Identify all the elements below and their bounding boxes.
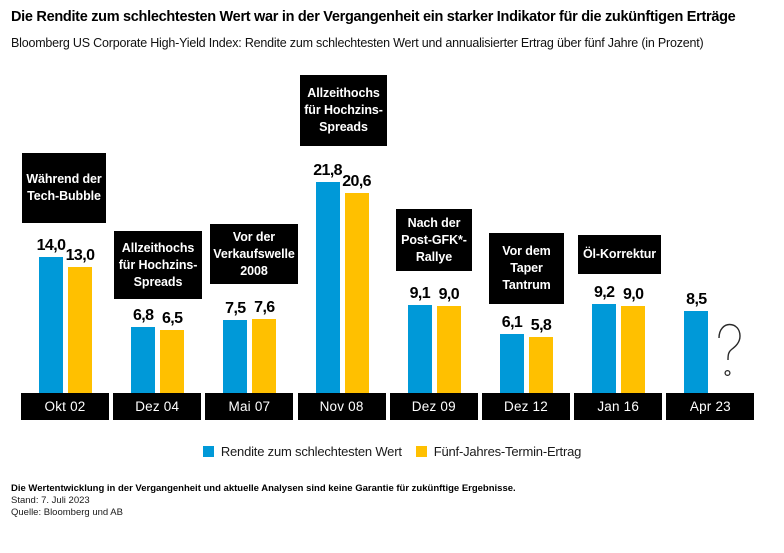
x-axis-label: Dez 09 <box>389 393 478 420</box>
bar-value-label: 8,5 <box>686 291 707 308</box>
bar-value-label: 7,6 <box>254 299 275 316</box>
annotation-line: Taper <box>510 261 543 275</box>
bar-value-label: 21,8 <box>313 162 342 179</box>
footer-disclaimer: Die Wertentwicklung in der Vergangenheit… <box>11 483 516 494</box>
bar-value-label: 20,6 <box>342 173 371 190</box>
annotation-line: Allzeithochs <box>121 240 195 255</box>
bar-value-label: 9,0 <box>622 286 644 303</box>
annotation-line: Spreads <box>133 274 183 289</box>
bar-value-label: 14,0 <box>36 237 66 254</box>
bar-rendite <box>315 182 340 393</box>
x-axis-label: Okt 02 <box>21 393 109 420</box>
x-axis-label: Dez 12 <box>482 393 570 420</box>
legend-swatch-icon <box>415 446 427 457</box>
annotation-line: 2008 <box>240 263 268 278</box>
annotation-line: für Hochzins- <box>304 103 383 117</box>
bar-chart: Okt 02 14,0 13,0 Dez 04 6,8 6,5 Mai 07 7,5 7,6 No… <box>21 75 755 420</box>
legend-item-ertrag: Fünf-Jahres-Termin-Ertrag <box>415 444 582 459</box>
annotation-box: Öl-Korrektur <box>578 235 661 274</box>
legend-label: Rendite zum schlechtesten Wert <box>220 444 402 459</box>
page-subtitle: Bloomberg US Corporate High-Yield Index:… <box>11 36 704 50</box>
question-mark-icon <box>715 322 743 384</box>
bar-rendite <box>39 257 63 393</box>
x-axis-label: Jan 16 <box>574 393 663 420</box>
bar-ertrag <box>252 319 277 393</box>
annotation-line: Rallye <box>415 249 453 264</box>
bar-ertrag <box>529 337 553 393</box>
annotation-line: Post-GFK*- <box>401 232 467 247</box>
bar-rendite <box>131 327 156 393</box>
annotation-line: Tantrum <box>502 278 551 292</box>
x-axis-label: Dez 04 <box>113 393 202 420</box>
annotation-line: Vor dem <box>502 244 551 258</box>
chart-legend: Rendite zum schlechtesten Wert Fünf-Jahre… <box>0 444 784 459</box>
x-axis-label: Mai 07 <box>205 393 294 420</box>
bar-ertrag <box>160 330 185 393</box>
annotation-line: Verkaufswelle <box>213 246 295 261</box>
bar-value-label: 13,0 <box>65 247 95 264</box>
x-axis-label: Nov 08 <box>297 393 386 420</box>
bar-value-label: 5,8 <box>530 317 552 334</box>
bar-value-label: 7,5 <box>225 300 246 317</box>
footer-as-of-date: Stand: 7. Juli 2023 <box>11 495 90 506</box>
bar-ertrag <box>344 193 369 393</box>
annotation-line: Spreads <box>319 120 368 134</box>
annotation-line: Öl-Korrektur <box>582 247 657 261</box>
bar-value-label: 9,0 <box>438 286 460 303</box>
bar-value-label: 6,1 <box>501 314 523 331</box>
footer-source: Quelle: Bloomberg und AB <box>11 507 123 518</box>
footer: Die Wertentwicklung in der Vergangenheit… <box>11 483 516 519</box>
annotation-box: Während der Tech-Bubble <box>22 153 106 223</box>
bar-rendite <box>407 305 432 393</box>
page-title: Die Rendite zum schlechtesten Wert war i… <box>11 9 736 25</box>
bar-ertrag <box>68 267 92 393</box>
bar-value-label: 9,2 <box>593 284 615 301</box>
annotation-box: Nach der Post-GFK*- Rallye <box>396 209 472 271</box>
annotation-box: Allzeithochs für Hochzins- Spreads <box>114 231 202 299</box>
bar-rendite <box>223 320 248 393</box>
annotation-box: Vor der Verkaufswelle 2008 <box>210 224 298 284</box>
legend-swatch-icon <box>202 446 214 457</box>
annotation-box: Allzeithochs für Hochzins- Spreads <box>300 75 387 146</box>
bar-value-label: 6,5 <box>161 310 183 327</box>
bar-value-label: 9,1 <box>409 285 431 302</box>
bar-value-label: 6,8 <box>132 307 154 324</box>
bar-ertrag <box>621 306 646 393</box>
bar-rendite <box>592 304 617 393</box>
bar-rendite <box>684 311 709 393</box>
annotation-line: Nach der <box>407 215 461 230</box>
bar-ertrag <box>436 306 461 393</box>
bar-rendite <box>500 334 524 393</box>
legend-label: Fünf-Jahres-Termin-Ertrag <box>433 444 582 459</box>
annotation-box: Vor dem Taper Tantrum <box>489 233 564 304</box>
annotation-line: Während der <box>26 172 102 186</box>
annotation-line: Vor der <box>232 229 276 244</box>
annotation-line: Allzeithochs <box>307 86 380 100</box>
annotation-line: Tech-Bubble <box>27 189 101 203</box>
legend-item-rendite: Rendite zum schlechtesten Wert <box>202 444 402 459</box>
x-axis-label: Apr 23 <box>666 393 755 420</box>
annotation-line: für Hochzins- <box>118 257 198 272</box>
